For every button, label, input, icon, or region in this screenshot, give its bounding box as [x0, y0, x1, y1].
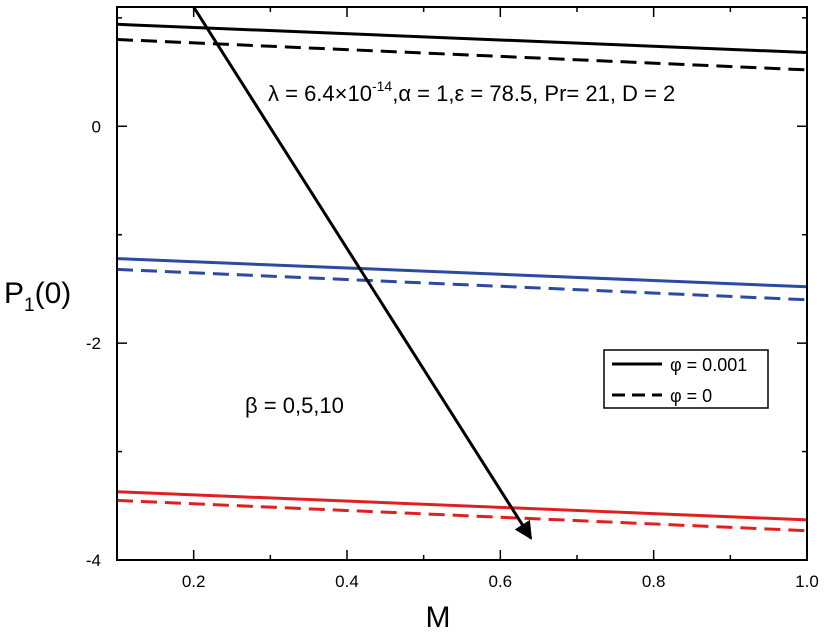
beta-annotation: β = 0,5,10 [245, 393, 344, 418]
x-tick-label: 0.4 [335, 572, 359, 591]
y-tick-label: 0 [92, 117, 101, 136]
y-axis-title-sub: 1 [24, 295, 35, 316]
legend: φ = 0.001 φ = 0 [603, 349, 769, 409]
parameter-annotation-pre: λ = 6.4×10 [268, 81, 372, 106]
y-tick-label: -4 [86, 551, 101, 570]
series-line-3-dashed [116, 267, 808, 302]
legend-box [603, 349, 769, 409]
y-ticks: 0 -2 -4 [86, 17, 807, 570]
series-line-1-dashed [116, 38, 808, 72]
legend-label-solid: φ = 0.001 [670, 355, 747, 375]
y-axis-title-rest: (0) [35, 277, 72, 310]
x-tick-label: 0.6 [489, 572, 513, 591]
x-tick-label: 0.8 [642, 572, 666, 591]
arrow-layer [192, 6, 533, 540]
trend-arrow [192, 6, 533, 540]
series-layer [116, 22, 808, 533]
plot-frame [116, 6, 808, 561]
series-line-2-solid [116, 257, 808, 289]
legend-label-dashed: φ = 0 [670, 386, 712, 406]
series-line-4-solid [116, 490, 808, 522]
x-ticks: 0.2 0.4 0.6 0.8 1.0 [116, 7, 819, 591]
x-tick-label: 0.2 [182, 572, 206, 591]
y-axis-title: P1(0) [4, 277, 71, 316]
series-line-0-solid [116, 22, 808, 54]
series-line-5-dashed [116, 498, 808, 533]
y-axis-title-main: P [4, 277, 24, 310]
parameter-annotation-post: ,α = 1,ε = 78.5, Pr= 21, D = 2 [392, 81, 675, 106]
x-axis-title: M [426, 601, 451, 634]
parameter-annotation-sup: -14 [372, 78, 392, 94]
x-tick-label: 1.0 [795, 572, 819, 591]
y-tick-label: -2 [86, 334, 101, 353]
parameter-annotation: λ = 6.4×10-14,α = 1,ε = 78.5, Pr= 21, D … [268, 78, 675, 106]
